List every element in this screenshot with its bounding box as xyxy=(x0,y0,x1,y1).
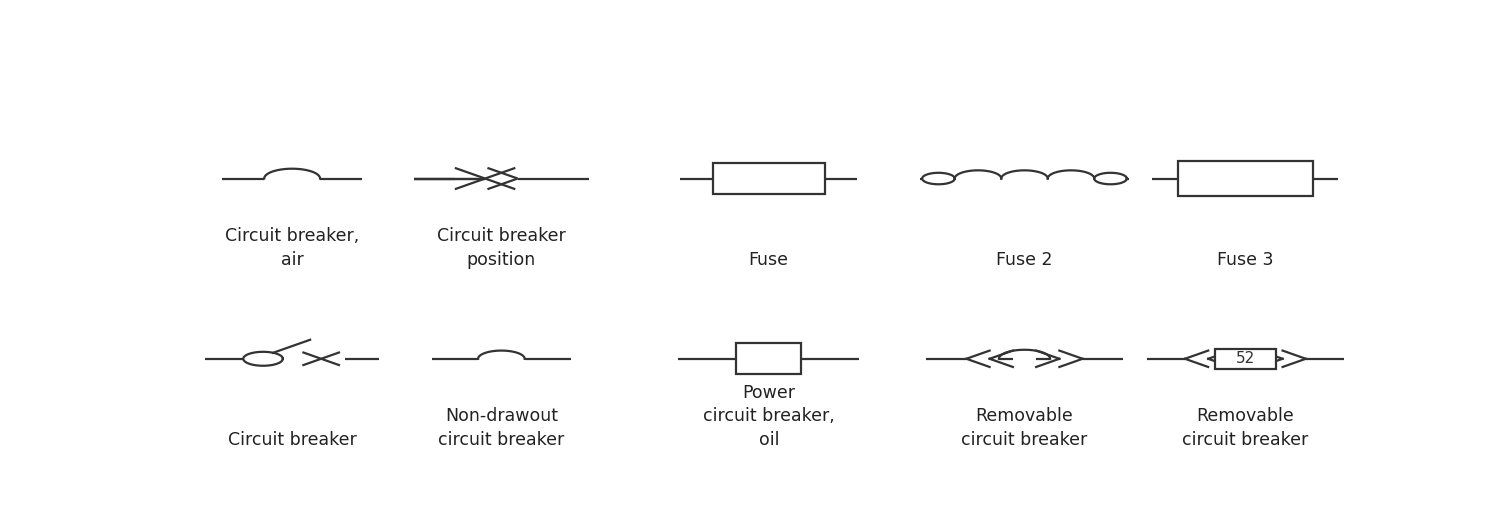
Text: Power
circuit breaker,
oil: Power circuit breaker, oil xyxy=(704,384,834,449)
Text: Circuit breaker: Circuit breaker xyxy=(228,431,357,449)
Text: Removable
circuit breaker: Removable circuit breaker xyxy=(1182,408,1308,449)
Bar xyxy=(1178,161,1312,196)
Text: Removable
circuit breaker: Removable circuit breaker xyxy=(962,408,1088,449)
Text: Fuse 3: Fuse 3 xyxy=(1216,251,1274,269)
Text: Fuse 2: Fuse 2 xyxy=(996,251,1053,269)
Text: Circuit breaker
position: Circuit breaker position xyxy=(436,227,566,269)
Text: 52: 52 xyxy=(1236,351,1256,366)
Text: Circuit breaker,
air: Circuit breaker, air xyxy=(225,227,360,269)
Bar xyxy=(736,343,801,375)
Text: Non-drawout
circuit breaker: Non-drawout circuit breaker xyxy=(438,408,564,449)
Text: Fuse: Fuse xyxy=(748,251,789,269)
Bar xyxy=(712,163,825,194)
Bar xyxy=(1215,349,1275,369)
